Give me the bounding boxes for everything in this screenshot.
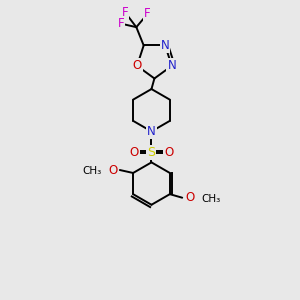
Text: S: S — [148, 146, 155, 159]
Text: O: O — [185, 191, 194, 204]
Text: O: O — [108, 164, 117, 176]
Text: N: N — [147, 125, 156, 138]
Text: CH₃: CH₃ — [201, 194, 220, 204]
Text: F: F — [144, 8, 151, 20]
Text: O: O — [132, 59, 142, 72]
Text: O: O — [164, 146, 173, 159]
Text: F: F — [122, 6, 128, 19]
Text: CH₃: CH₃ — [82, 167, 102, 176]
Text: N: N — [161, 39, 170, 52]
Text: N: N — [167, 59, 176, 72]
Text: O: O — [130, 146, 139, 159]
Text: F: F — [118, 17, 124, 30]
